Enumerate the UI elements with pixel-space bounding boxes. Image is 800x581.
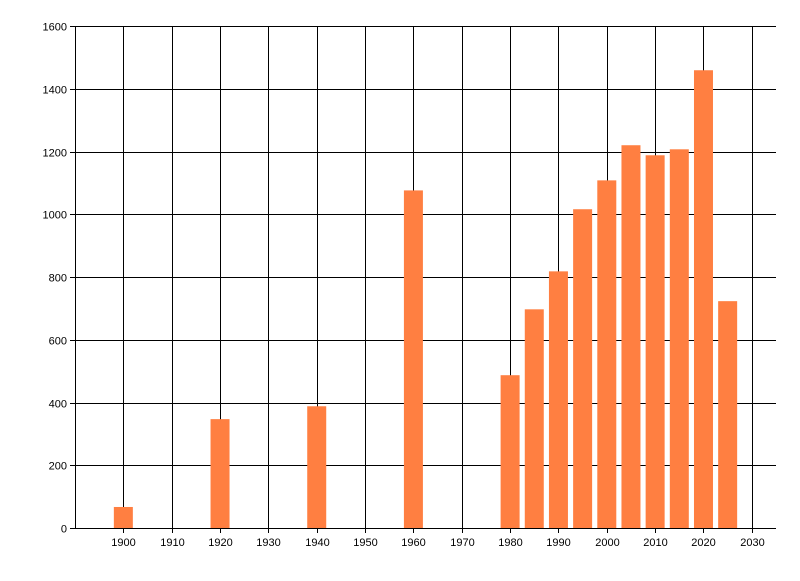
bar-2010	[645, 155, 665, 528]
x-tick-labels: 1900 1910 1920 1930 1940 1950 1960 1970 1980 1990…	[111, 537, 764, 549]
y-tick-label: 200	[49, 461, 67, 473]
x-tick-label: 2010	[643, 537, 667, 549]
x-tick-label: 2020	[691, 537, 715, 549]
x-tick-label: 1900	[111, 537, 135, 549]
bar-2025	[718, 301, 738, 528]
x-tick-label: 1910	[160, 537, 184, 549]
bar-1900	[113, 506, 133, 528]
y-tick-label: 400	[49, 399, 67, 411]
x-tick-label: 1930	[256, 537, 280, 549]
x-tick-label: 1960	[401, 537, 425, 549]
bar-2020	[693, 70, 713, 529]
bar-2005	[621, 145, 641, 528]
y-tick-label: 1200	[43, 148, 67, 160]
x-tick-label: 1970	[450, 537, 474, 549]
x-tick-label: 2030	[740, 537, 764, 549]
x-tick-label: 1990	[546, 537, 570, 549]
y-tick-label: 1000	[43, 210, 67, 222]
bar-1960	[403, 190, 423, 528]
x-tick-label: 1920	[208, 537, 232, 549]
y-tick-label: 800	[49, 273, 67, 285]
bar-1985	[524, 309, 544, 528]
y-tick-label: 1400	[43, 85, 67, 97]
bar-1990	[548, 271, 568, 528]
bar-2015	[669, 149, 689, 528]
axes	[70, 26, 776, 529]
x-tick-label: 1980	[498, 537, 522, 549]
x-tick-label: 1940	[305, 537, 329, 549]
bars	[113, 70, 738, 529]
bar-1940	[307, 406, 327, 528]
bar-1980	[500, 375, 520, 528]
y-tick-label: 1600	[43, 22, 67, 34]
bar-1995	[573, 209, 593, 529]
bar-1920	[210, 419, 230, 528]
y-tick-labels: 0 200 400 600 800 1000 1200 1400 1600	[43, 22, 67, 536]
y-tick-label: 600	[49, 336, 67, 348]
y-tick-label: 0	[61, 524, 67, 536]
x-tick-label: 2000	[595, 537, 619, 549]
x-tick-label: 1950	[353, 537, 377, 549]
bar-2000	[597, 180, 617, 529]
